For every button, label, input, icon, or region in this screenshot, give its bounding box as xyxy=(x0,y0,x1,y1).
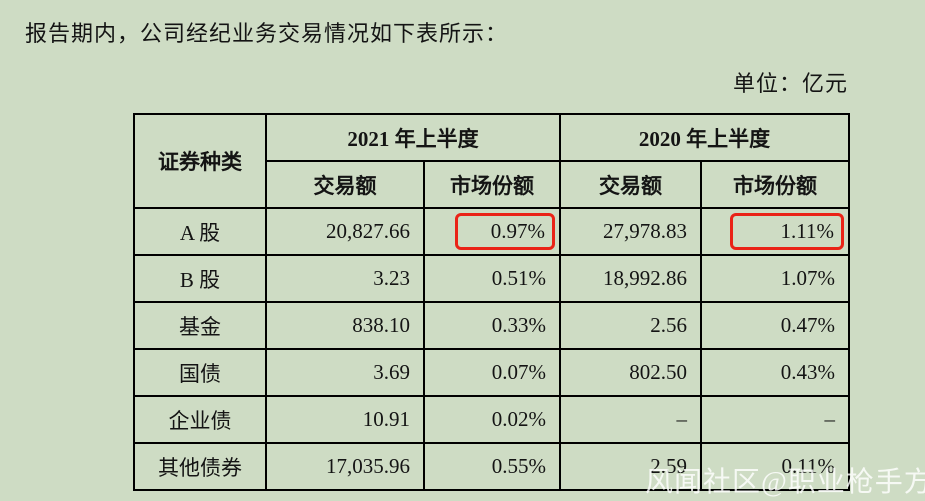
table-row-treasury-bonds: 国债 3.69 0.07% 802.50 0.43% xyxy=(133,348,850,397)
header-share-2020: 市场份额 xyxy=(700,160,850,209)
table-row-funds: 基金 838.10 0.33% 2.56 0.47% xyxy=(133,301,850,350)
cell-amount-2021: 3.69 xyxy=(265,348,425,397)
cell-amount-2020: 18,992.86 xyxy=(559,254,702,303)
cell-share-2020: – xyxy=(700,395,850,444)
cell-share-2021: 0.07% xyxy=(423,348,561,397)
header-amount-2020: 交易额 xyxy=(559,160,702,209)
cell-share-2020: 1.11% xyxy=(700,207,850,256)
cell-share-2020: 0.43% xyxy=(700,348,850,397)
cell-security-type: B 股 xyxy=(133,254,267,303)
cell-security-type: 基金 xyxy=(133,301,267,350)
cell-security-type: 国债 xyxy=(133,348,267,397)
cell-amount-2020: – xyxy=(559,395,702,444)
brokerage-trading-table: 证券种类 2021 年上半度 2020 年上半度 交易额 市场份额 交易额 市场… xyxy=(133,113,850,491)
cell-amount-2021: 20,827.66 xyxy=(265,207,425,256)
unit-label: 单位：亿元 xyxy=(732,71,848,96)
cell-amount-2020: 2.59 xyxy=(559,442,702,491)
cell-amount-2020: 2.56 xyxy=(559,301,702,350)
table-row-other-bonds: 其他债券 17,035.96 0.55% 2.59 0.11% xyxy=(133,442,850,491)
cell-share-2020: 1.07% xyxy=(700,254,850,303)
header-row-groups: 证券种类 2021 年上半度 2020 年上半度 xyxy=(133,113,850,209)
cell-share-2021: 0.55% xyxy=(423,442,561,491)
cell-security-type: 企业债 xyxy=(133,395,267,444)
cell-security-type: A 股 xyxy=(133,207,267,256)
cell-share-2020: 0.47% xyxy=(700,301,850,350)
cell-share-2021: 0.51% xyxy=(423,254,561,303)
table-row-b-shares: B 股 3.23 0.51% 18,992.86 1.07% xyxy=(133,254,850,303)
header-amount-2021: 交易额 xyxy=(265,160,425,209)
header-group-2020: 2020 年上半度 xyxy=(559,113,850,162)
cell-amount-2020: 802.50 xyxy=(559,348,702,397)
cell-share-2021: 0.02% xyxy=(423,395,561,444)
cell-amount-2020: 27,978.83 xyxy=(559,207,702,256)
header-row-subcolumns: 交易额 市场份额 交易额 市场份额 xyxy=(134,160,850,209)
cell-security-type: 其他债券 xyxy=(133,442,267,491)
header-group-2021: 2021 年上半度 xyxy=(265,113,561,162)
header-share-2021: 市场份额 xyxy=(423,160,561,209)
cell-share-2021: 0.97% xyxy=(423,207,561,256)
header-security-type: 证券种类 xyxy=(133,113,267,209)
cell-amount-2021: 3.23 xyxy=(265,254,425,303)
highlight-box-2021: 0.97% xyxy=(455,213,555,250)
cell-amount-2021: 838.10 xyxy=(265,301,425,350)
table-row-corporate-bonds: 企业债 10.91 0.02% – – xyxy=(133,395,850,444)
highlight-box-2020: 1.11% xyxy=(730,213,844,250)
intro-text: 报告期内，公司经纪业务交易情况如下表所示： xyxy=(25,21,509,46)
cell-share-2020: 0.11% xyxy=(700,442,850,491)
cell-share-2021: 0.33% xyxy=(423,301,561,350)
table-row-a-shares: A 股 20,827.66 0.97% 27,978.83 1.11% xyxy=(133,207,850,256)
cell-amount-2021: 17,035.96 xyxy=(265,442,425,491)
cell-amount-2021: 10.91 xyxy=(265,395,425,444)
